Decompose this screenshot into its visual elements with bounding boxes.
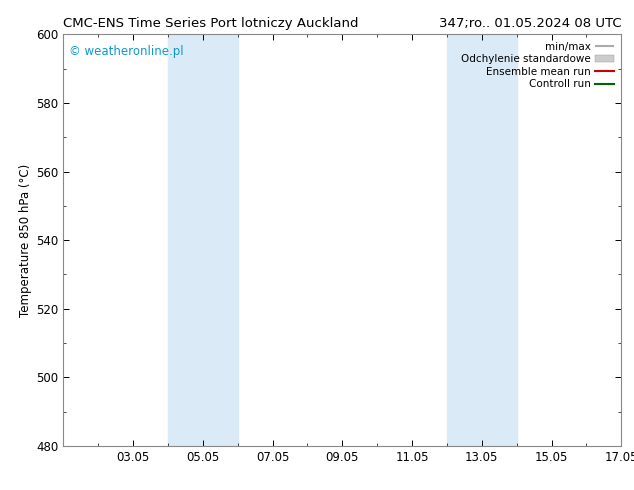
Legend: min/max, Odchylenie standardowe, Ensemble mean run, Controll run: min/max, Odchylenie standardowe, Ensembl… <box>459 40 616 92</box>
Y-axis label: Temperature 850 hPa (°C): Temperature 850 hPa (°C) <box>19 164 32 317</box>
Text: 347;ro.. 01.05.2024 08 UTC: 347;ro.. 01.05.2024 08 UTC <box>439 17 621 30</box>
Text: © weatheronline.pl: © weatheronline.pl <box>69 45 184 58</box>
Bar <box>447 34 517 446</box>
Text: CMC-ENS Time Series Port lotniczy Auckland: CMC-ENS Time Series Port lotniczy Auckla… <box>63 17 359 30</box>
Bar <box>168 34 238 446</box>
